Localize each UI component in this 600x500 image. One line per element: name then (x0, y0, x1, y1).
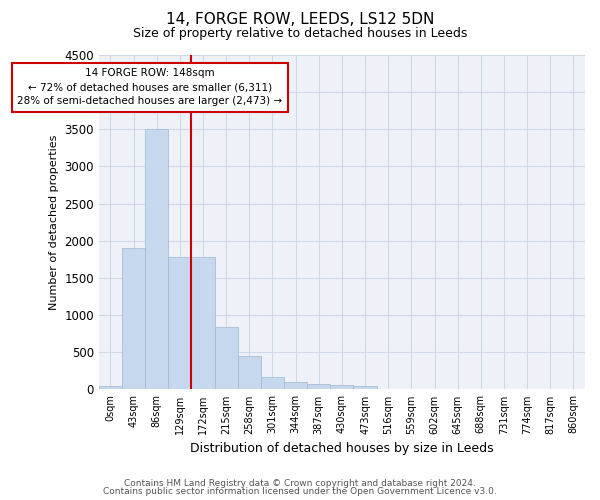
Bar (191, 257, 215, 390)
Bar (284, 382, 307, 390)
Text: 14 FORGE ROW: 148sqm
← 72% of detached houses are smaller (6,311)
28% of semi-de: 14 FORGE ROW: 148sqm ← 72% of detached h… (17, 68, 283, 106)
Y-axis label: Number of detached properties: Number of detached properties (49, 134, 59, 310)
Text: 14, FORGE ROW, LEEDS, LS12 5DN: 14, FORGE ROW, LEEDS, LS12 5DN (166, 12, 434, 28)
Text: Contains public sector information licensed under the Open Government Licence v3: Contains public sector information licen… (103, 487, 497, 496)
X-axis label: Distribution of detached houses by size in Leeds: Distribution of detached houses by size … (190, 442, 494, 455)
Bar (261, 377, 284, 390)
Bar (99, 386, 122, 390)
Bar (145, 130, 168, 390)
Text: Contains HM Land Registry data © Crown copyright and database right 2024.: Contains HM Land Registry data © Crown c… (124, 478, 476, 488)
Bar (168, 257, 191, 390)
Bar (238, 356, 261, 390)
Bar (122, 248, 145, 390)
Bar (307, 384, 331, 390)
Text: Size of property relative to detached houses in Leeds: Size of property relative to detached ho… (133, 28, 467, 40)
Bar (215, 327, 238, 390)
Bar (353, 386, 377, 390)
Bar (331, 386, 353, 390)
